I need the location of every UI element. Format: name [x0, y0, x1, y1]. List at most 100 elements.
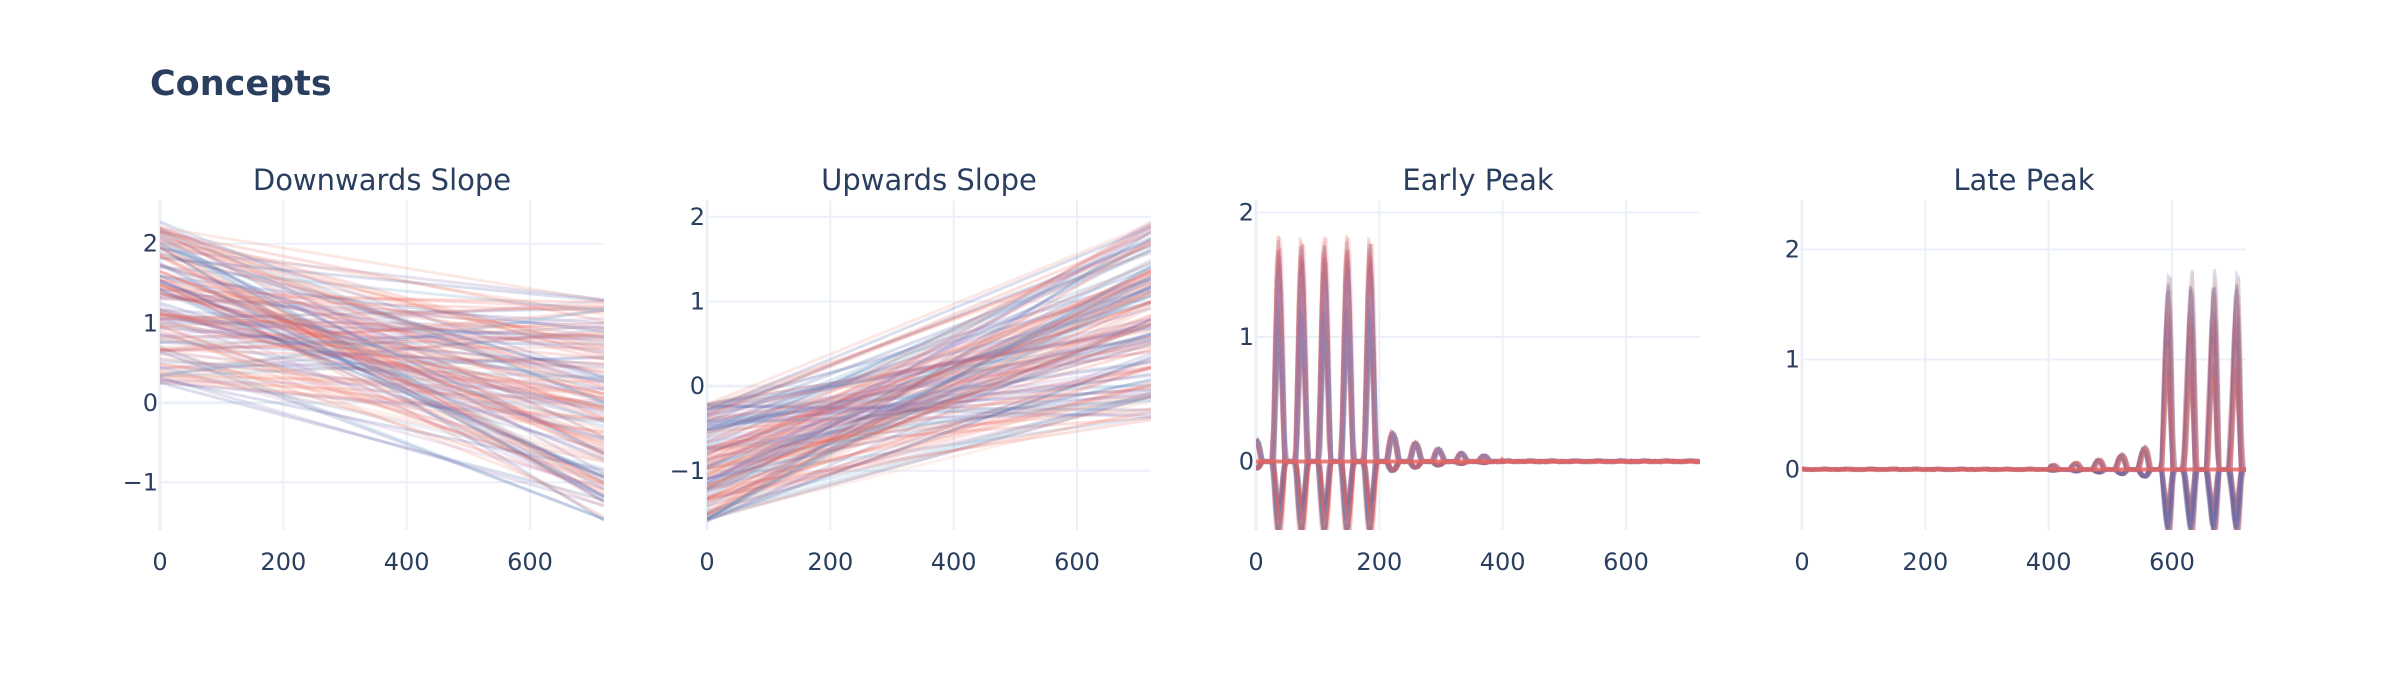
x-tick-label: 200: [1356, 548, 1402, 576]
series-line: [160, 334, 604, 340]
series-line: [160, 362, 604, 464]
series-line: [160, 274, 604, 424]
series-line: [160, 311, 604, 400]
series-line: [1802, 467, 2246, 525]
series-line: [707, 231, 1151, 418]
y-tick-label: 1: [143, 309, 158, 337]
series-line: [1802, 467, 2246, 530]
series-line: [160, 308, 604, 343]
series-line: [160, 327, 604, 377]
series-line: [1802, 342, 2246, 474]
series-line: [1802, 311, 2246, 474]
series-line: [160, 220, 604, 405]
series-line: [160, 301, 604, 441]
series-line: [160, 323, 604, 401]
y-tick-label: −1: [123, 468, 158, 496]
series-line: [707, 323, 1151, 490]
series-line: [707, 260, 1151, 462]
series-line: [160, 312, 604, 340]
series-line: [707, 300, 1151, 418]
series-line: [707, 324, 1151, 414]
series-line: [707, 381, 1151, 503]
series-line: [707, 398, 1151, 427]
series-line: [707, 224, 1151, 469]
series-line: [707, 395, 1151, 501]
series-line: [160, 285, 604, 432]
series-line: [707, 294, 1151, 420]
series-line: [160, 320, 604, 339]
series-line: [707, 264, 1151, 521]
series-line: [160, 352, 604, 461]
y-tick-label: 0: [690, 372, 705, 400]
series-line: [1802, 467, 2246, 509]
x-tick-label: 400: [2026, 548, 2072, 576]
series-line: [160, 230, 604, 359]
panel-late-peak: Late Peak 0 200 400 600 0 1 2: [1785, 163, 2246, 576]
series-line: [1802, 467, 2246, 529]
series-line: [707, 242, 1151, 462]
panel-title: Late Peak: [1953, 163, 2094, 197]
series-line: [707, 243, 1151, 448]
series-line: [160, 284, 604, 343]
series-line: [707, 360, 1151, 425]
series-line: [160, 256, 604, 303]
series-line: [160, 225, 604, 402]
series-line: [160, 283, 604, 396]
series-line: [707, 274, 1151, 509]
series-line: [1802, 467, 2246, 504]
series-line: [707, 284, 1151, 516]
series-line: [160, 246, 604, 504]
series-line: [160, 321, 604, 340]
series-line: [707, 392, 1151, 518]
series-line: [707, 279, 1151, 483]
series-line: [1802, 467, 2246, 530]
series-line: [1802, 467, 2246, 527]
series-line: [1802, 467, 2246, 530]
series-line: [160, 364, 604, 489]
series-line: [160, 303, 604, 498]
series-line: [160, 279, 604, 375]
panel-title: Downwards Slope: [253, 163, 511, 197]
panel-title: Upwards Slope: [821, 163, 1037, 197]
series-line: [1802, 309, 2246, 474]
series-line: [1802, 467, 2246, 517]
series-line: [1802, 321, 2246, 474]
series-line: [1802, 467, 2246, 514]
series-line: [1802, 340, 2246, 474]
series-line: [707, 355, 1151, 522]
series-line: [160, 357, 604, 408]
x-tick-label: 200: [807, 548, 853, 576]
series-line: [1802, 467, 2246, 512]
series-line: [1802, 467, 2246, 530]
series-line: [1802, 301, 2246, 474]
series-line: [707, 222, 1151, 406]
series-line: [160, 338, 604, 367]
series-line: [1802, 467, 2246, 527]
series-line: [707, 303, 1151, 516]
series-line: [160, 263, 604, 498]
series-line: [707, 223, 1151, 491]
series-line: [707, 332, 1151, 494]
series-line: [1802, 467, 2246, 529]
series-line: [1802, 467, 2246, 530]
series-line: [707, 286, 1151, 520]
x-tick-label: 400: [931, 548, 977, 576]
series-line: [160, 314, 604, 361]
series-line: [160, 280, 604, 417]
series-line: [1802, 467, 2246, 518]
series-line: [1802, 336, 2246, 474]
series-line: [1802, 467, 2246, 511]
series-line: [1802, 333, 2246, 474]
x-tick-label: 600: [507, 548, 553, 576]
series-line: [1802, 467, 2246, 505]
series-line: [160, 357, 604, 408]
series-line: [1802, 378, 2246, 474]
gridlines: [705, 200, 1151, 530]
series-line: [707, 300, 1151, 489]
series-line: [160, 233, 604, 397]
series-line: [707, 335, 1151, 481]
series-line: [707, 415, 1151, 480]
series-line: [160, 291, 604, 412]
series-line: [707, 276, 1151, 520]
